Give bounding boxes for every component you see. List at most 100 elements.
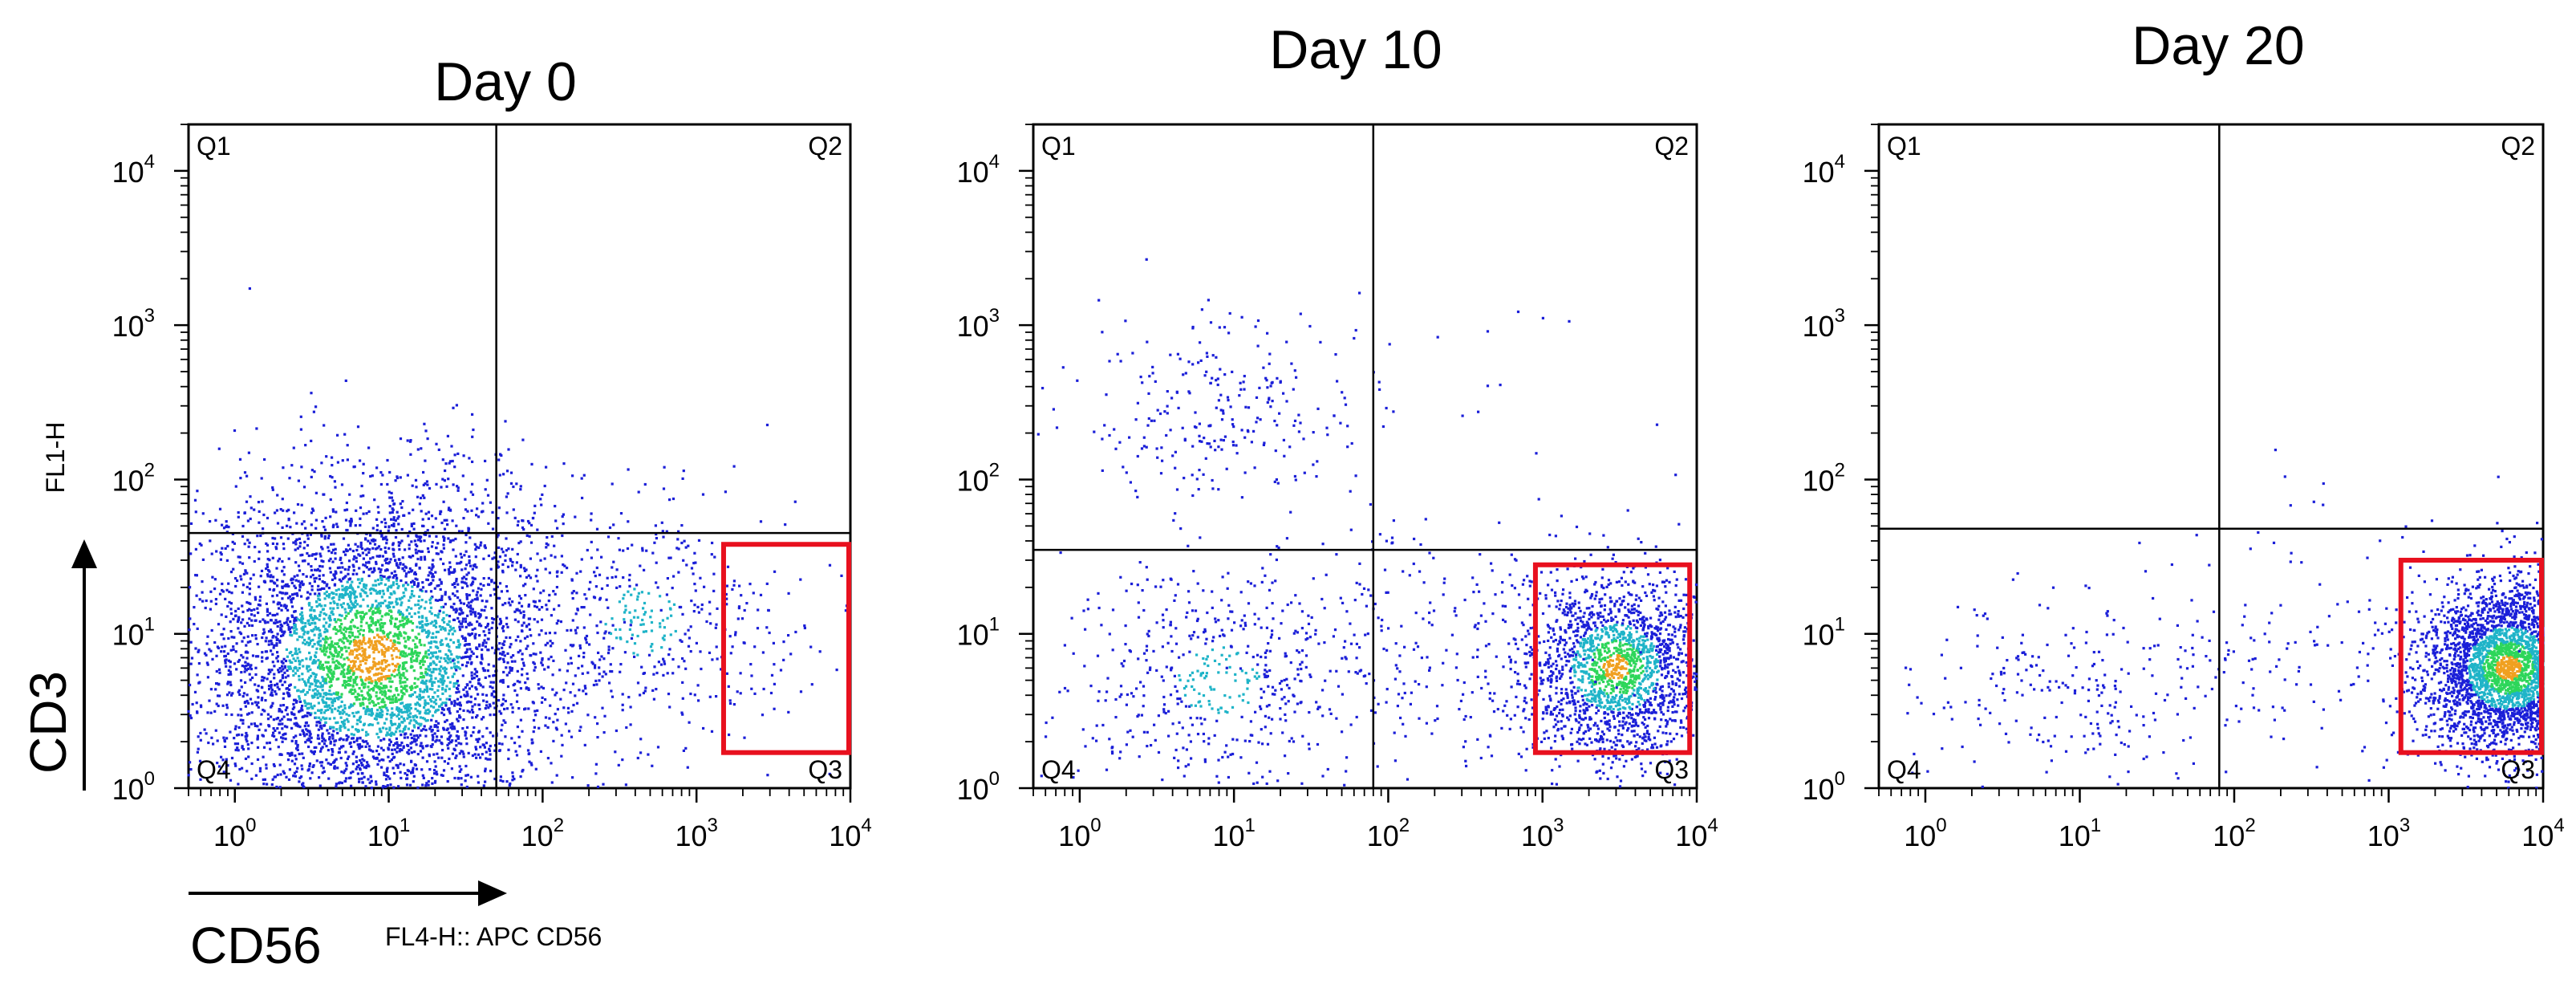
data-point [424,699,427,702]
data-point [285,648,288,651]
data-point [443,620,446,624]
data-point [677,665,680,669]
data-point [517,520,520,523]
data-point [283,665,286,668]
data-point [342,636,345,640]
data-point [245,664,248,668]
data-point [264,729,267,732]
data-point [493,706,497,709]
data-point [336,691,339,694]
data-point [328,689,331,693]
data-point [423,660,426,663]
data-point [598,573,602,576]
data-point [355,509,358,512]
data-point [383,622,387,625]
data-point [380,615,383,618]
data-point [269,575,272,579]
data-point [424,682,428,685]
data-point [276,620,279,624]
data-point [456,485,459,488]
data-point [412,581,416,584]
data-point [461,750,464,754]
data-point [310,682,314,685]
data-point [423,644,426,647]
data-point [619,663,623,666]
data-point [426,529,429,532]
data-point [237,627,240,630]
data-point [374,673,377,677]
data-point [410,615,413,618]
data-point [571,619,574,622]
data-point [479,746,482,749]
data-point [408,543,411,547]
data-point [362,696,365,699]
data-point [442,616,445,620]
data-point [345,713,348,716]
data-point [222,637,225,640]
data-point [355,728,358,731]
data-point [527,604,530,608]
data-point [420,666,423,669]
data-point [456,666,460,669]
data-point [356,612,359,615]
data-point [296,594,299,597]
data-point [342,577,345,580]
data-point [716,607,719,610]
data-point [400,673,403,677]
data-point [460,657,464,660]
data-point [240,671,243,674]
data-point [560,754,563,758]
data-point [438,739,441,742]
data-point [272,600,275,604]
data-point [436,657,439,661]
data-point [374,620,378,624]
data-point [345,649,348,653]
data-point [629,624,632,627]
data-point [404,681,407,684]
data-point [311,765,314,768]
data-point [466,774,469,777]
data-point [360,754,363,757]
data-point [312,509,315,512]
data-point [621,703,624,706]
data-point [481,667,485,670]
data-point [628,628,631,631]
data-point [306,669,310,673]
data-point [318,603,322,606]
data-point [440,665,443,669]
data-point [521,584,525,587]
data-point [318,761,322,764]
data-point [567,662,570,665]
data-point [513,610,517,613]
data-point [423,718,427,721]
data-point [269,579,273,583]
data-point [540,629,543,632]
data-point [364,678,367,681]
data-point [320,649,323,653]
data-point [376,673,379,676]
data-point [404,725,408,728]
data-point [332,523,335,526]
data-point [317,627,320,630]
data-point [411,655,414,658]
data-point [316,641,319,644]
data-point [423,628,426,632]
data-point [293,722,296,726]
data-point [347,720,350,723]
data-point [400,748,404,752]
data-point [575,701,579,705]
data-point [448,681,452,684]
data-point [262,746,266,749]
data-point [402,672,405,675]
data-point [490,607,493,610]
data-point [224,644,227,648]
data-point [469,536,472,539]
data-point [436,689,440,692]
data-point [337,705,340,709]
data-point [266,563,269,566]
data-point [335,722,338,725]
data-point [240,714,243,717]
data-point [649,616,652,619]
data-point [276,579,279,582]
data-point [391,576,395,579]
